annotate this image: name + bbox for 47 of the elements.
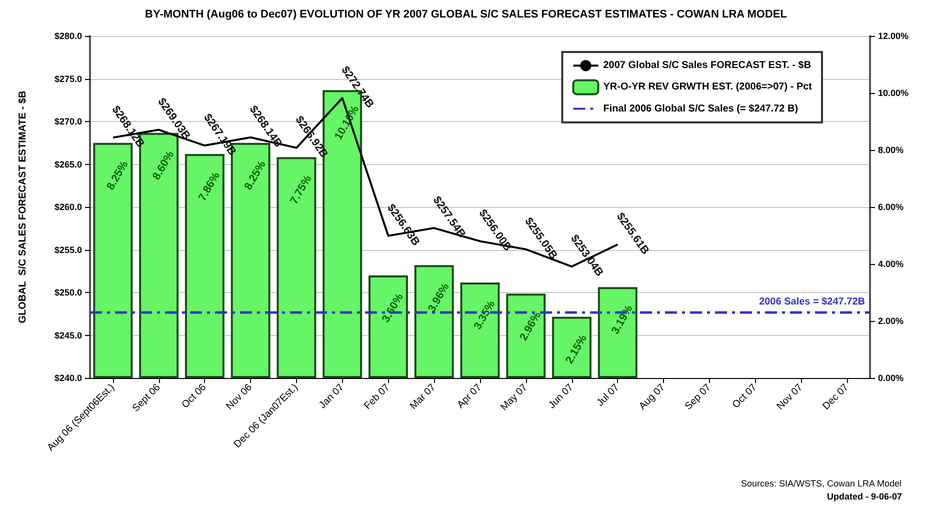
x-tick-label: Jun 07 [546, 382, 576, 412]
legend-label: 2007 Global S/C Sales FORECAST EST. - $B [603, 60, 812, 72]
y-tick-label: $260.0 [54, 202, 82, 212]
y2-tick-label: 4.00% [878, 259, 904, 269]
bar [598, 287, 638, 378]
y-tick-label: $280.0 [54, 31, 82, 41]
y-tick-label: $275.0 [54, 74, 82, 84]
x-tick-label: Jul 07 [594, 382, 622, 409]
x-tick-label: Oct 07 [730, 382, 760, 411]
y2-tick-label: 10.00% [878, 88, 909, 98]
y2-tick-label: 0.00% [878, 373, 904, 383]
y2-tick-label: 2.00% [878, 316, 904, 326]
bar [276, 157, 316, 378]
x-tick-label: Nov 07 [774, 382, 806, 412]
legend-label: YR-O-YR REV GRWTH EST. (2006=>07) - Pct [603, 82, 813, 93]
x-tick-label: Nov 06 [224, 382, 255, 412]
x-tick-label: Oct 06 [180, 382, 209, 411]
bar [552, 316, 592, 378]
y-tick-label: $270.0 [54, 116, 82, 126]
x-tick-label: May 07 [498, 382, 530, 414]
bar [368, 275, 408, 378]
x-tick-label: Sept 06 [130, 382, 164, 414]
y-tick-label: $255.0 [54, 244, 82, 255]
x-tick-label: Aug 07 [637, 382, 668, 412]
y-tick-label: $240.0 [54, 373, 82, 383]
x-tick-label: Sep 07 [683, 382, 714, 412]
bar [506, 294, 546, 378]
y2-tick-label: 12.00% [878, 31, 909, 41]
x-tick-label: Feb 07 [362, 382, 392, 412]
y2-tick-label: 8.00% [878, 145, 904, 155]
y-tick-label: $250.0 [54, 288, 82, 298]
ref-line-label: 2006 Sales = $247.72B [759, 296, 865, 308]
bar [184, 154, 224, 378]
x-tick-label: Mar 07 [408, 382, 438, 412]
chart-title: BY-MONTH (Aug06 to Dec07) EVOLUTION OF YR 2007 GLOBAL S/C SALES FORECAST ESTIMATES - COWAN LRA MODEL [145, 8, 788, 20]
y-tick-label: $265.0 [54, 159, 82, 170]
y2-tick-label: 6.00% [878, 202, 904, 212]
y-axis-title: GLOBAL S/C SALES FORECAST ESTIMATE - $B [18, 90, 28, 324]
bar [460, 282, 500, 378]
x-tick-label: Jan 07 [317, 382, 347, 412]
text: Updated - 9-06-07 [826, 492, 902, 502]
x-tick-label: Apr 07 [455, 382, 484, 411]
source-note: Sources: SIA/WSTS, Cowan LRA Model [740, 478, 902, 488]
y-tick-label: $245.0 [54, 330, 82, 340]
bar [414, 265, 454, 378]
annotation: Final 2006 Global S/C Sales (= $247.72 B) [603, 103, 798, 114]
x-tick-label: Dec 07 [820, 382, 852, 412]
